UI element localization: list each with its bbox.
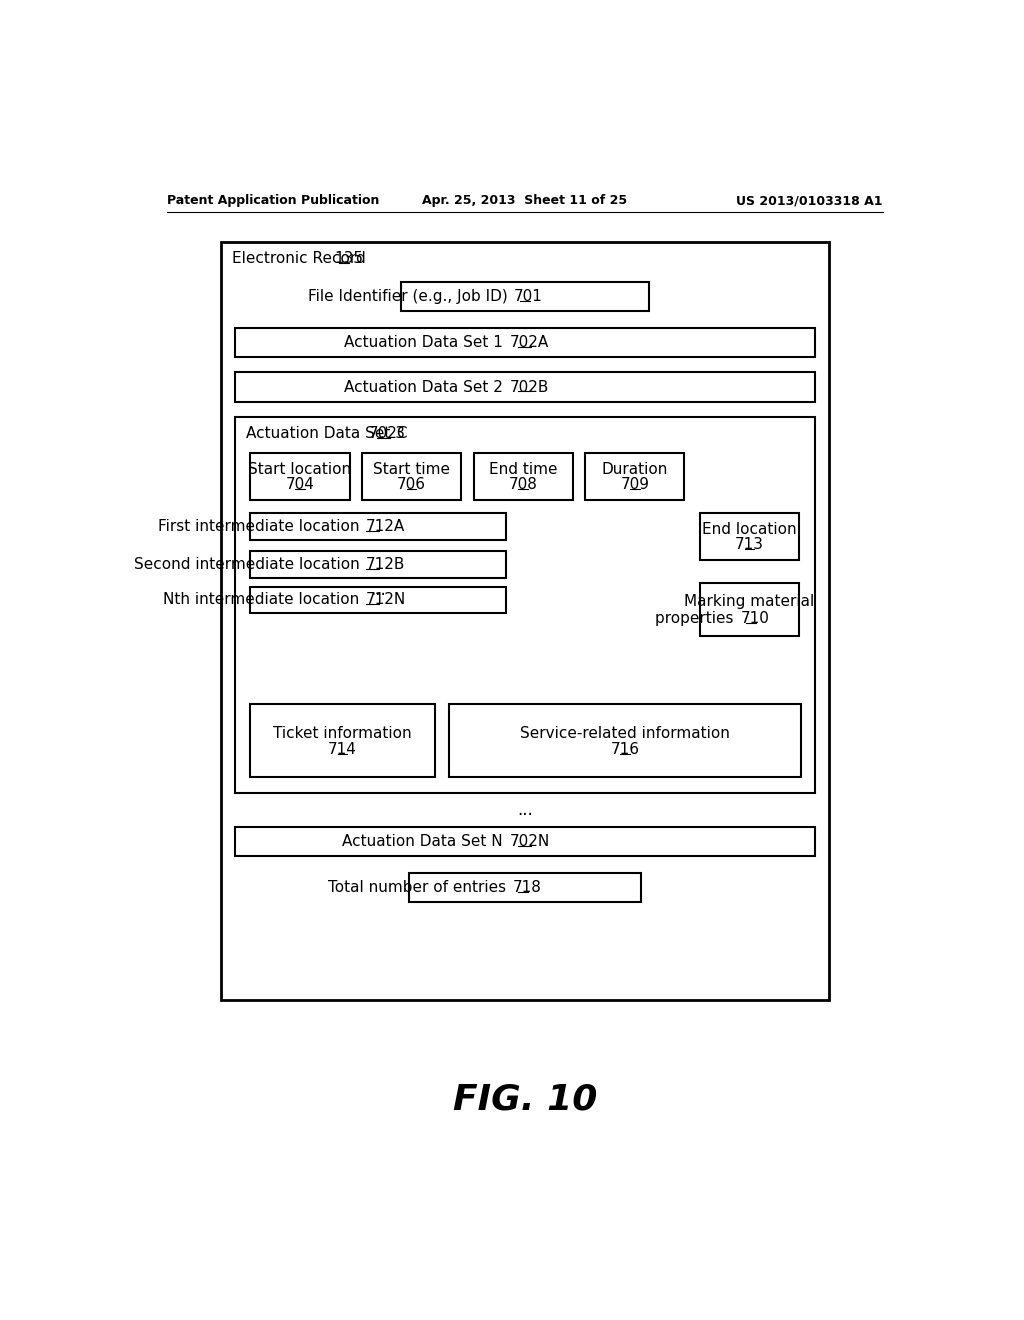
Text: properties: properties <box>655 611 738 627</box>
Text: Electronic Record: Electronic Record <box>231 251 371 267</box>
Text: Marking material: Marking material <box>684 594 815 610</box>
Text: FIG. 10: FIG. 10 <box>453 1082 597 1117</box>
Text: 712B: 712B <box>366 557 406 572</box>
Text: 710: 710 <box>740 611 769 627</box>
Text: 714: 714 <box>329 742 357 756</box>
Bar <box>251 552 506 578</box>
Text: Start location: Start location <box>249 462 351 477</box>
Bar <box>251 453 349 499</box>
Text: Ticket information: Ticket information <box>273 726 412 742</box>
Text: 702C: 702C <box>369 426 408 441</box>
Text: Duration: Duration <box>602 462 668 477</box>
Text: First intermediate location: First intermediate location <box>158 519 365 535</box>
Text: 701: 701 <box>514 289 543 304</box>
Bar <box>221 242 828 1001</box>
Text: 702B: 702B <box>509 380 549 395</box>
Text: 706: 706 <box>397 478 426 492</box>
Text: 702A: 702A <box>509 335 549 350</box>
Text: Actuation Data Set 2: Actuation Data Set 2 <box>344 380 508 395</box>
Bar <box>474 453 572 499</box>
Bar <box>234 826 815 857</box>
Text: 716: 716 <box>610 742 639 756</box>
Bar <box>586 453 684 499</box>
Text: 712N: 712N <box>366 593 407 607</box>
Text: 135: 135 <box>334 251 364 267</box>
Text: 708: 708 <box>509 478 538 492</box>
Bar <box>700 513 799 560</box>
Text: US 2013/0103318 A1: US 2013/0103318 A1 <box>736 194 883 207</box>
Bar <box>251 513 506 540</box>
Text: End time: End time <box>489 462 557 477</box>
Text: 713: 713 <box>735 537 764 553</box>
Bar <box>234 372 815 401</box>
Bar <box>700 583 799 636</box>
Text: ...: ... <box>371 581 386 599</box>
Bar <box>234 417 815 793</box>
Bar <box>234 327 815 358</box>
Text: Patent Application Publication: Patent Application Publication <box>167 194 379 207</box>
Text: Second intermediate location: Second intermediate location <box>134 557 365 572</box>
Text: 702N: 702N <box>509 834 550 849</box>
Bar <box>251 586 506 614</box>
Text: Start time: Start time <box>373 462 451 477</box>
Text: Service-related information: Service-related information <box>520 726 730 742</box>
Text: Nth intermediate location: Nth intermediate location <box>163 593 365 607</box>
Bar <box>362 453 461 499</box>
Text: Apr. 25, 2013  Sheet 11 of 25: Apr. 25, 2013 Sheet 11 of 25 <box>422 194 628 207</box>
Text: Actuation Data Set 1: Actuation Data Set 1 <box>344 335 508 350</box>
Bar <box>400 281 649 312</box>
Text: ...: ... <box>517 801 532 818</box>
Text: Actuation Data Set 3: Actuation Data Set 3 <box>246 426 410 441</box>
Text: 709: 709 <box>621 478 649 492</box>
Text: 718: 718 <box>512 880 542 895</box>
Bar <box>251 705 435 777</box>
Text: 704: 704 <box>286 478 314 492</box>
Text: Actuation Data Set N: Actuation Data Set N <box>342 834 508 849</box>
Text: File Identifier (e.g., Job ID): File Identifier (e.g., Job ID) <box>308 289 512 304</box>
Text: 712A: 712A <box>366 519 406 535</box>
Bar <box>449 705 801 777</box>
Text: End location: End location <box>702 521 797 537</box>
Bar <box>409 873 641 903</box>
Text: Total number of entries: Total number of entries <box>328 880 511 895</box>
